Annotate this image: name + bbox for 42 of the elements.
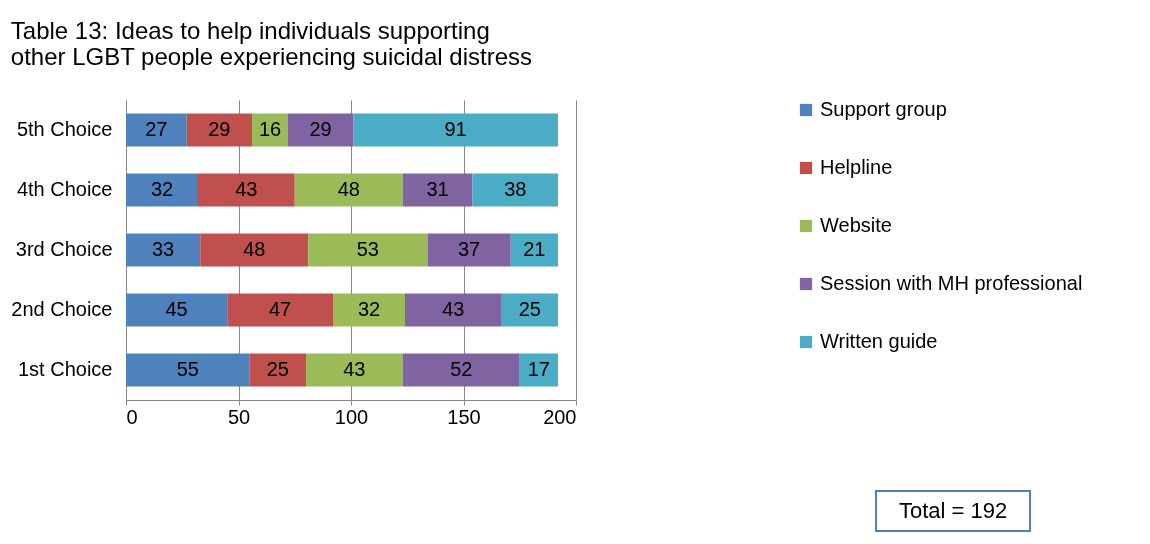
data-label: 91 [444, 118, 467, 140]
data-label: 25 [266, 358, 289, 380]
data-label: 37 [458, 238, 481, 260]
legend-label: Helpline [820, 156, 893, 178]
x-tick-label: 0 [126, 405, 138, 428]
data-label: 48 [337, 178, 360, 200]
data-label: 29 [208, 118, 231, 140]
data-label: 53 [356, 238, 379, 260]
data-label: 16 [258, 118, 282, 140]
data-label: 32 [357, 298, 381, 320]
data-label: 27 [145, 118, 168, 140]
y-tick-label: 5th Choice [16, 118, 113, 140]
chart-title: Table 13: Ideas to help individuals supporting other LGBT people experiencing suicidal distress [10, 17, 533, 70]
data-label: 43 [343, 358, 366, 380]
data-label: 33 [152, 238, 175, 260]
data-label: 47 [269, 298, 292, 320]
data-label: 48 [243, 238, 266, 260]
x-tick-label: 150 [447, 405, 481, 428]
data-label: 32 [150, 178, 174, 200]
y-tick-label: 2nd Choice [11, 298, 113, 320]
data-label: 38 [504, 178, 527, 200]
data-label: 21 [523, 238, 546, 260]
x-tick-label: 100 [334, 405, 369, 428]
y-tick-label: 4th Choice [16, 178, 113, 200]
legend-label: Website [820, 214, 892, 236]
data-label: 45 [165, 298, 188, 320]
x-tick-label: 50 [227, 405, 251, 428]
y-tick-label: 1st Choice [18, 358, 113, 380]
data-label: 29 [309, 118, 332, 140]
legend-label: Support group [820, 98, 947, 120]
data-label: 43 [235, 178, 258, 200]
data-label: 43 [442, 298, 465, 320]
data-label: 17 [527, 358, 550, 380]
data-label: 52 [450, 358, 473, 380]
x-tick-label: 200 [543, 405, 577, 428]
data-label: 55 [176, 358, 199, 380]
text: Total = 192 [875, 490, 1032, 532]
legend-label: Session with MH professional [820, 272, 1083, 294]
y-tick-label: 3rd Choice [15, 238, 113, 260]
data-label: 31 [426, 178, 449, 200]
legend-label: Written guide [820, 330, 938, 352]
data-label: 25 [518, 298, 541, 320]
